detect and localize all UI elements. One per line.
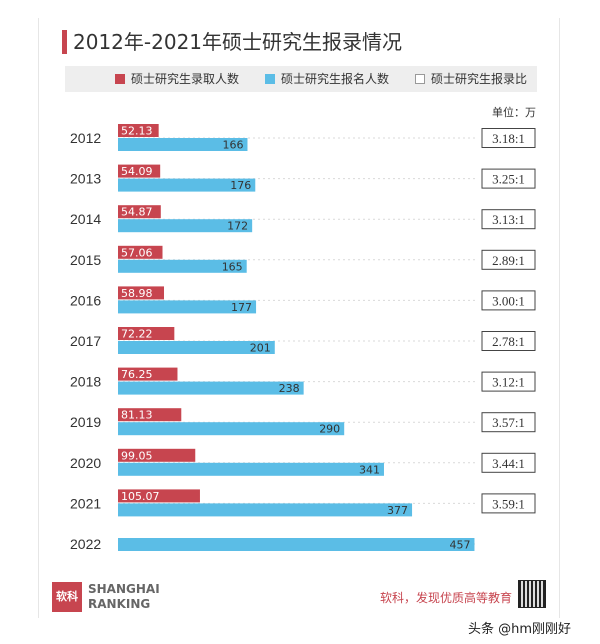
bar-admitted-label: 105.07: [121, 490, 160, 503]
bar-applicants-label: 177: [231, 301, 252, 314]
bar-applicants-label: 165: [222, 260, 243, 273]
year-label: 2021: [70, 495, 101, 511]
ratio-box: [481, 331, 536, 351]
ratio-label: 3.18:1: [492, 131, 525, 146]
year-label: 2012: [70, 130, 101, 146]
bar-admitted-label: 99.05: [121, 449, 153, 462]
ratio-label: 2.89:1: [492, 253, 525, 268]
bar-admitted-label: 52.13: [121, 125, 153, 138]
bar-applicants: [118, 538, 475, 551]
chart-card: [38, 18, 560, 618]
bar-applicants: [118, 422, 345, 436]
bar-admitted: [118, 367, 178, 381]
ratio-box: [481, 290, 536, 311]
chart-title: 2012年-2021年硕士研究生报录情况: [73, 30, 403, 54]
ratio-label: 3.00:1: [492, 293, 525, 308]
ratio-box: [481, 168, 536, 189]
watermark: 头条 @hm刚刚好: [468, 622, 572, 637]
bar-admitted: [118, 327, 175, 340]
year-label: 2017: [70, 333, 101, 349]
bar-applicants-label: 290: [319, 423, 340, 436]
bar-admitted: [118, 164, 161, 178]
bar-applicants-label: 377: [387, 504, 408, 517]
ratio-box: [481, 452, 536, 473]
ratio-box: [481, 371, 536, 392]
bar-applicants-label: 457: [449, 539, 470, 552]
legend-label-ratio: 硕士研究生报录比: [431, 72, 528, 86]
ratio-box: [481, 249, 536, 270]
bar-admitted: [118, 408, 182, 422]
bar-applicants: [118, 219, 253, 233]
bar-admitted: [118, 489, 200, 503]
bar-applicants-label: 172: [227, 220, 248, 233]
ratio-box: [481, 493, 536, 514]
bar-admitted: [118, 205, 161, 219]
ratio-label: 3.13:1: [492, 212, 525, 227]
legend-swatch-applicants: [265, 74, 275, 84]
unit-label: 单位：万: [492, 106, 536, 119]
bar-admitted: [118, 286, 165, 300]
bar-applicants: [118, 462, 384, 476]
bar-admitted-label: 76.25: [121, 368, 153, 381]
bar-applicants: [118, 503, 413, 517]
year-label: 2022: [70, 536, 101, 552]
bar-admitted-label: 54.87: [121, 206, 153, 219]
year-label: 2020: [70, 455, 101, 471]
ratio-label: 3.12:1: [492, 375, 525, 390]
ratio-box: [481, 128, 536, 148]
year-label: 2018: [70, 374, 101, 390]
qr-code-icon: [518, 580, 546, 608]
logo-text: SHANGHAI RANKING: [88, 582, 160, 612]
bar-applicants-label: 166: [222, 139, 243, 152]
slogan: 软科，发现优质高等教育: [380, 591, 513, 605]
bar-applicants-label: 201: [250, 342, 271, 355]
logo-line-1: SHANGHAI: [88, 582, 160, 596]
year-label: 2016: [70, 292, 101, 308]
bar-applicants: [118, 300, 257, 314]
ratio-label: 2.78:1: [492, 334, 525, 349]
bar-applicants-label: 238: [279, 382, 300, 395]
bar-admitted-label: 58.98: [121, 287, 153, 300]
bar-admitted-label: 57.06: [121, 246, 153, 259]
legend-swatch-ratio: [415, 74, 425, 84]
year-label: 2015: [70, 252, 101, 268]
ratio-label: 3.59:1: [492, 496, 525, 511]
bar-admitted-label: 54.09: [121, 165, 153, 178]
bar-applicants-label: 341: [359, 463, 380, 476]
bar-admitted: [118, 124, 159, 137]
ratio-box: [481, 209, 536, 230]
bar-applicants: [118, 381, 304, 395]
bar-admitted-label: 72.22: [121, 328, 153, 341]
ratio-label: 3.25:1: [492, 172, 525, 187]
bar-admitted-label: 81.13: [121, 409, 153, 422]
bar-applicants: [118, 259, 247, 273]
logo-mark: 软科: [52, 582, 82, 612]
legend: 硕士研究生录取人数 硕士研究生报名人数 硕士研究生报录比: [65, 66, 537, 92]
legend-label-admitted: 硕士研究生录取人数: [131, 72, 240, 86]
title-accent-bar: [62, 30, 67, 54]
year-label: 2019: [70, 414, 101, 430]
legend-label-applicants: 硕士研究生报名人数: [281, 72, 390, 86]
legend-swatch-admitted: [115, 74, 125, 84]
ratio-label: 3.44:1: [492, 456, 525, 471]
year-label: 2013: [70, 171, 101, 187]
ratio-box: [481, 412, 536, 433]
year-label: 2014: [70, 211, 101, 227]
ratio-label: 3.57:1: [492, 415, 525, 430]
bar-applicants-label: 176: [230, 179, 251, 192]
bar-applicants: [118, 341, 275, 354]
bar-applicants: [118, 178, 256, 192]
bar-admitted: [118, 448, 196, 462]
logo-line-2: RANKING: [88, 597, 151, 611]
bar-applicants: [118, 138, 248, 151]
bar-admitted: [118, 245, 163, 259]
